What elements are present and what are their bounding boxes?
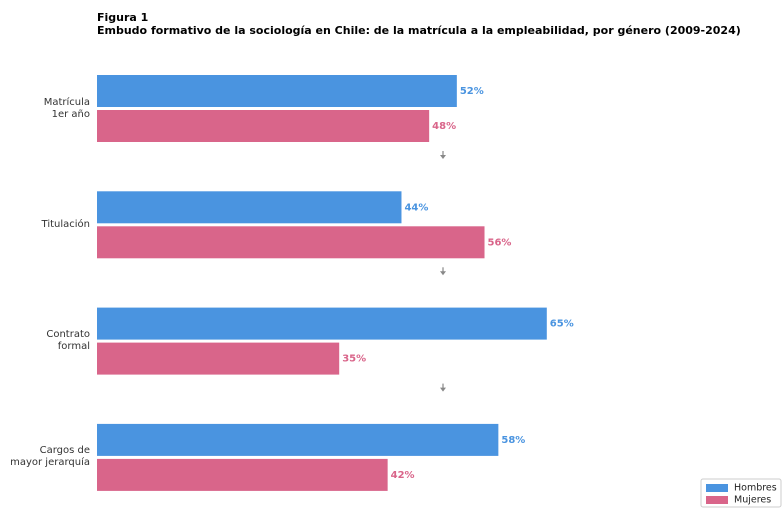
bar <box>97 191 402 224</box>
value-label: 56% <box>488 237 512 248</box>
value-label: 35% <box>342 354 366 365</box>
legend-label: Mujeres <box>734 495 771 506</box>
bar <box>97 342 340 375</box>
arrow-head <box>440 271 446 276</box>
category-label: Titulación <box>41 218 90 230</box>
category-label: Contrato formal <box>46 329 90 353</box>
category-label: Cargos de mayor jerarquía <box>10 445 90 469</box>
chart-subtitle: Embudo formativo de la sociología en Chi… <box>97 24 741 37</box>
value-label: 44% <box>404 202 428 213</box>
bar <box>97 75 457 107</box>
value-label: 65% <box>550 319 574 330</box>
value-label: 42% <box>391 470 415 481</box>
value-label: 48% <box>432 121 456 132</box>
bar <box>97 307 547 340</box>
legend-swatch <box>706 484 728 492</box>
value-label: 52% <box>460 86 484 97</box>
legend-label: Hombres <box>734 483 777 494</box>
arrow-head <box>440 155 446 159</box>
value-label: 58% <box>501 435 525 446</box>
arrow-head <box>440 387 446 392</box>
chart-title: Figura 1 <box>97 11 148 24</box>
category-label: Matrícula 1er año <box>43 96 90 120</box>
bar <box>97 423 499 456</box>
bar <box>97 458 388 491</box>
bar <box>97 226 485 259</box>
bar <box>97 110 430 142</box>
legend-swatch <box>706 496 728 504</box>
